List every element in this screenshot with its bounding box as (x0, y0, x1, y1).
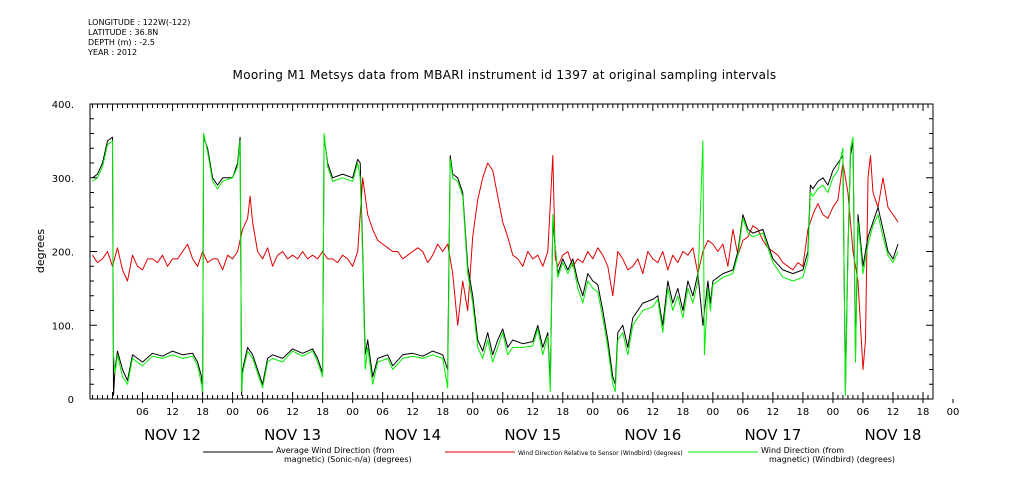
x-tick-label: 06 (496, 407, 509, 418)
y-axis: 0 100. 200. 300. 400. (52, 100, 933, 406)
x-tick-label: 18 (917, 407, 930, 418)
x-tick-label: 00 (346, 407, 359, 418)
day-label: NOV 13 (264, 426, 321, 444)
x-tick-label: 06 (857, 407, 870, 418)
x-tick-label: 18 (797, 407, 810, 418)
series-line-2 (92, 133, 899, 396)
series-layer (92, 133, 899, 396)
y-tick-label: 300. (52, 174, 74, 185)
day-label: NOV 16 (624, 426, 681, 444)
x-tick-label: 06 (136, 407, 149, 418)
x-tick-label: 18 (436, 407, 449, 418)
x-tick-label: 12 (887, 407, 900, 418)
legend-label: magnetic) (Windbird) (degrees) (769, 455, 895, 464)
metadata-block: LONGITUDE : 122W(-122) LATITUDE : 36.8N … (88, 18, 190, 58)
x-tick-label: 12 (767, 407, 780, 418)
legend-label: Average Wind Direction (from (276, 446, 395, 455)
x-tick-label: 00 (947, 407, 960, 418)
day-label: NOV 14 (384, 426, 441, 444)
x-tick-label: 12 (646, 407, 659, 418)
day-label: NOV 12 (144, 426, 201, 444)
x-tick-label: 12 (526, 407, 539, 418)
x-tick-label: 00 (707, 407, 720, 418)
y-tick-label: 400. (52, 100, 74, 111)
day-label: NOV 15 (504, 426, 561, 444)
y-tick-label: 0 (68, 395, 74, 406)
series-line-1 (92, 155, 899, 370)
legend-label: Wind Direction (from (761, 446, 844, 455)
year-text: YEAR : 2012 (88, 48, 138, 57)
x-tick-label: 18 (196, 407, 209, 418)
x-axis: 06 12 18 00 06 12 18 00 06 12 18 00 06 12 18 00 06 12 18 00… (92, 104, 960, 444)
x-tick-label: 18 (316, 407, 329, 418)
x-tick-label: 00 (226, 407, 239, 418)
depth-text: DEPTH (m) : -2.5 (88, 38, 155, 47)
y-axis-label: degrees (34, 229, 47, 274)
y-tick-label: 100. (52, 321, 74, 332)
x-tick-label: 00 (827, 407, 840, 418)
x-tick-label: 06 (737, 407, 750, 418)
chart-title: Mooring M1 Metsys data from MBARI instru… (232, 68, 777, 82)
day-label: NOV 18 (865, 426, 922, 444)
day-label: NOV 17 (744, 426, 801, 444)
x-tick-label: 06 (616, 407, 629, 418)
x-tick-label: 12 (286, 407, 299, 418)
legend-label: Wind Direction Relative to Sensor (Windb… (518, 450, 683, 457)
y-tick-label: 200. (52, 248, 74, 259)
x-tick-label: 12 (166, 407, 179, 418)
longitude-text: LONGITUDE : 122W(-122) (88, 18, 191, 27)
x-tick-label: 06 (376, 407, 389, 418)
latitude-text: LATITUDE : 36.8N (88, 28, 159, 37)
legend-label: magnetic) (Sonic-n/a) (degrees) (284, 455, 412, 464)
x-tick-label: 12 (406, 407, 419, 418)
x-tick-label: 18 (676, 407, 689, 418)
x-tick-label: 00 (466, 407, 479, 418)
x-tick-label: 00 (586, 407, 599, 418)
series-line-0 (92, 136, 899, 396)
x-tick-label: 06 (256, 407, 269, 418)
x-tick-label: 18 (556, 407, 569, 418)
